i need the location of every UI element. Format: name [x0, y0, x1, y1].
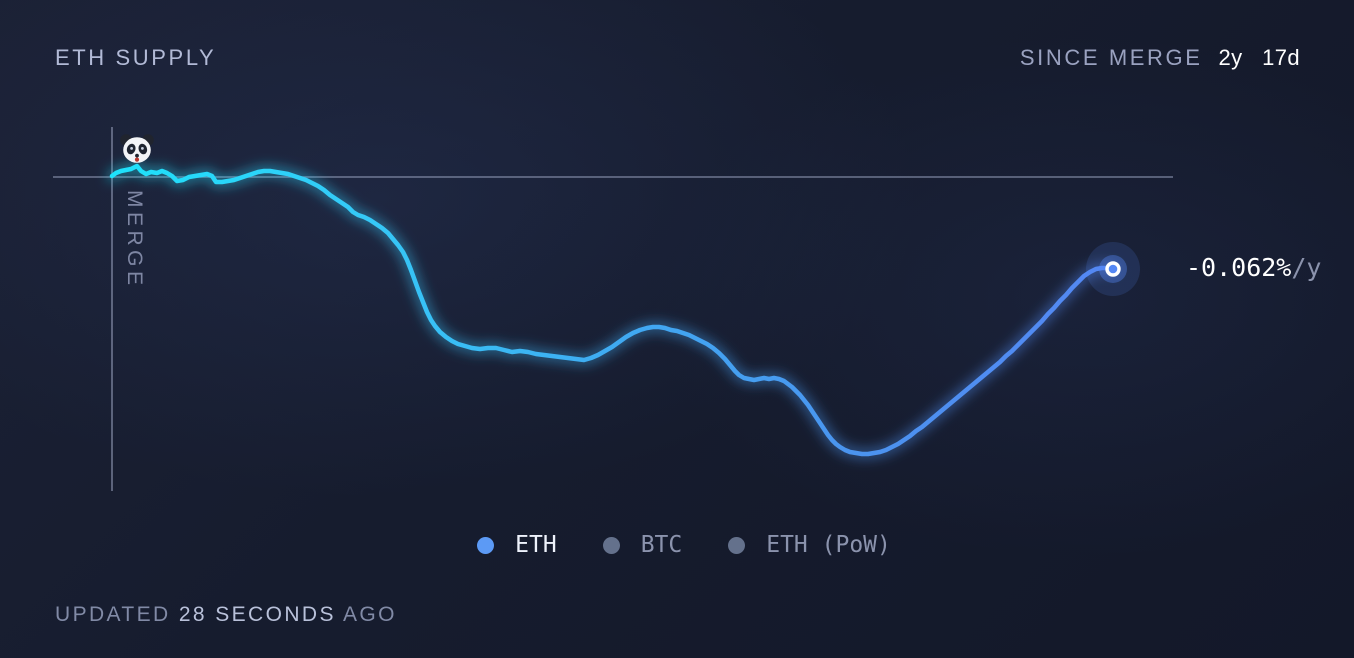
timeframe-display: SINCE MERGE 2y 17d [1020, 45, 1300, 71]
endpoint-dot [1105, 261, 1121, 277]
supply-growth-rate-label: -0.062%/y [1186, 253, 1321, 283]
eth-supply-line-glow [107, 161, 1118, 459]
page-title: ETH SUPPLY [55, 45, 217, 70]
widget-header: ETH SUPPLY SINCE MERGE 2y 17d [55, 45, 1300, 71]
panda-icon [120, 134, 154, 163]
chart-legend: ETH BTC ETH (PoW) [0, 530, 1354, 560]
eth-series-dot-icon [477, 536, 495, 554]
ago-label: AGO [342, 603, 397, 626]
btc-series-dot-icon [602, 536, 620, 554]
legend-item-btc[interactable]: BTC [602, 530, 683, 560]
updated-time-value: 28 SECONDS [178, 603, 336, 626]
since-merge-duration: 2y 17d [1219, 45, 1300, 71]
updated-label: UPDATED [55, 603, 171, 626]
growth-rate-value: -0.062% [1186, 253, 1292, 282]
legend-label-btc: BTC [640, 532, 683, 558]
legend-label-eth-pow: ETH (PoW) [766, 532, 891, 558]
legend-item-eth[interactable]: ETH [477, 530, 557, 560]
legend-item-eth-pow[interactable]: ETH (PoW) [728, 530, 891, 560]
duration-years: 2y [1218, 45, 1243, 70]
duration-days: 17d [1262, 45, 1300, 70]
last-updated-status: UPDATED 28 SECONDS AGO [55, 603, 397, 627]
legend-label-eth: ETH [515, 532, 557, 558]
growth-rate-unit: /y [1291, 253, 1322, 282]
merge-axis-label: MERGE [123, 190, 146, 290]
eth-supply-line [109, 163, 1116, 457]
eth-pow-series-dot-icon [728, 536, 746, 554]
since-merge-label: SINCE MERGE [1019, 45, 1203, 70]
